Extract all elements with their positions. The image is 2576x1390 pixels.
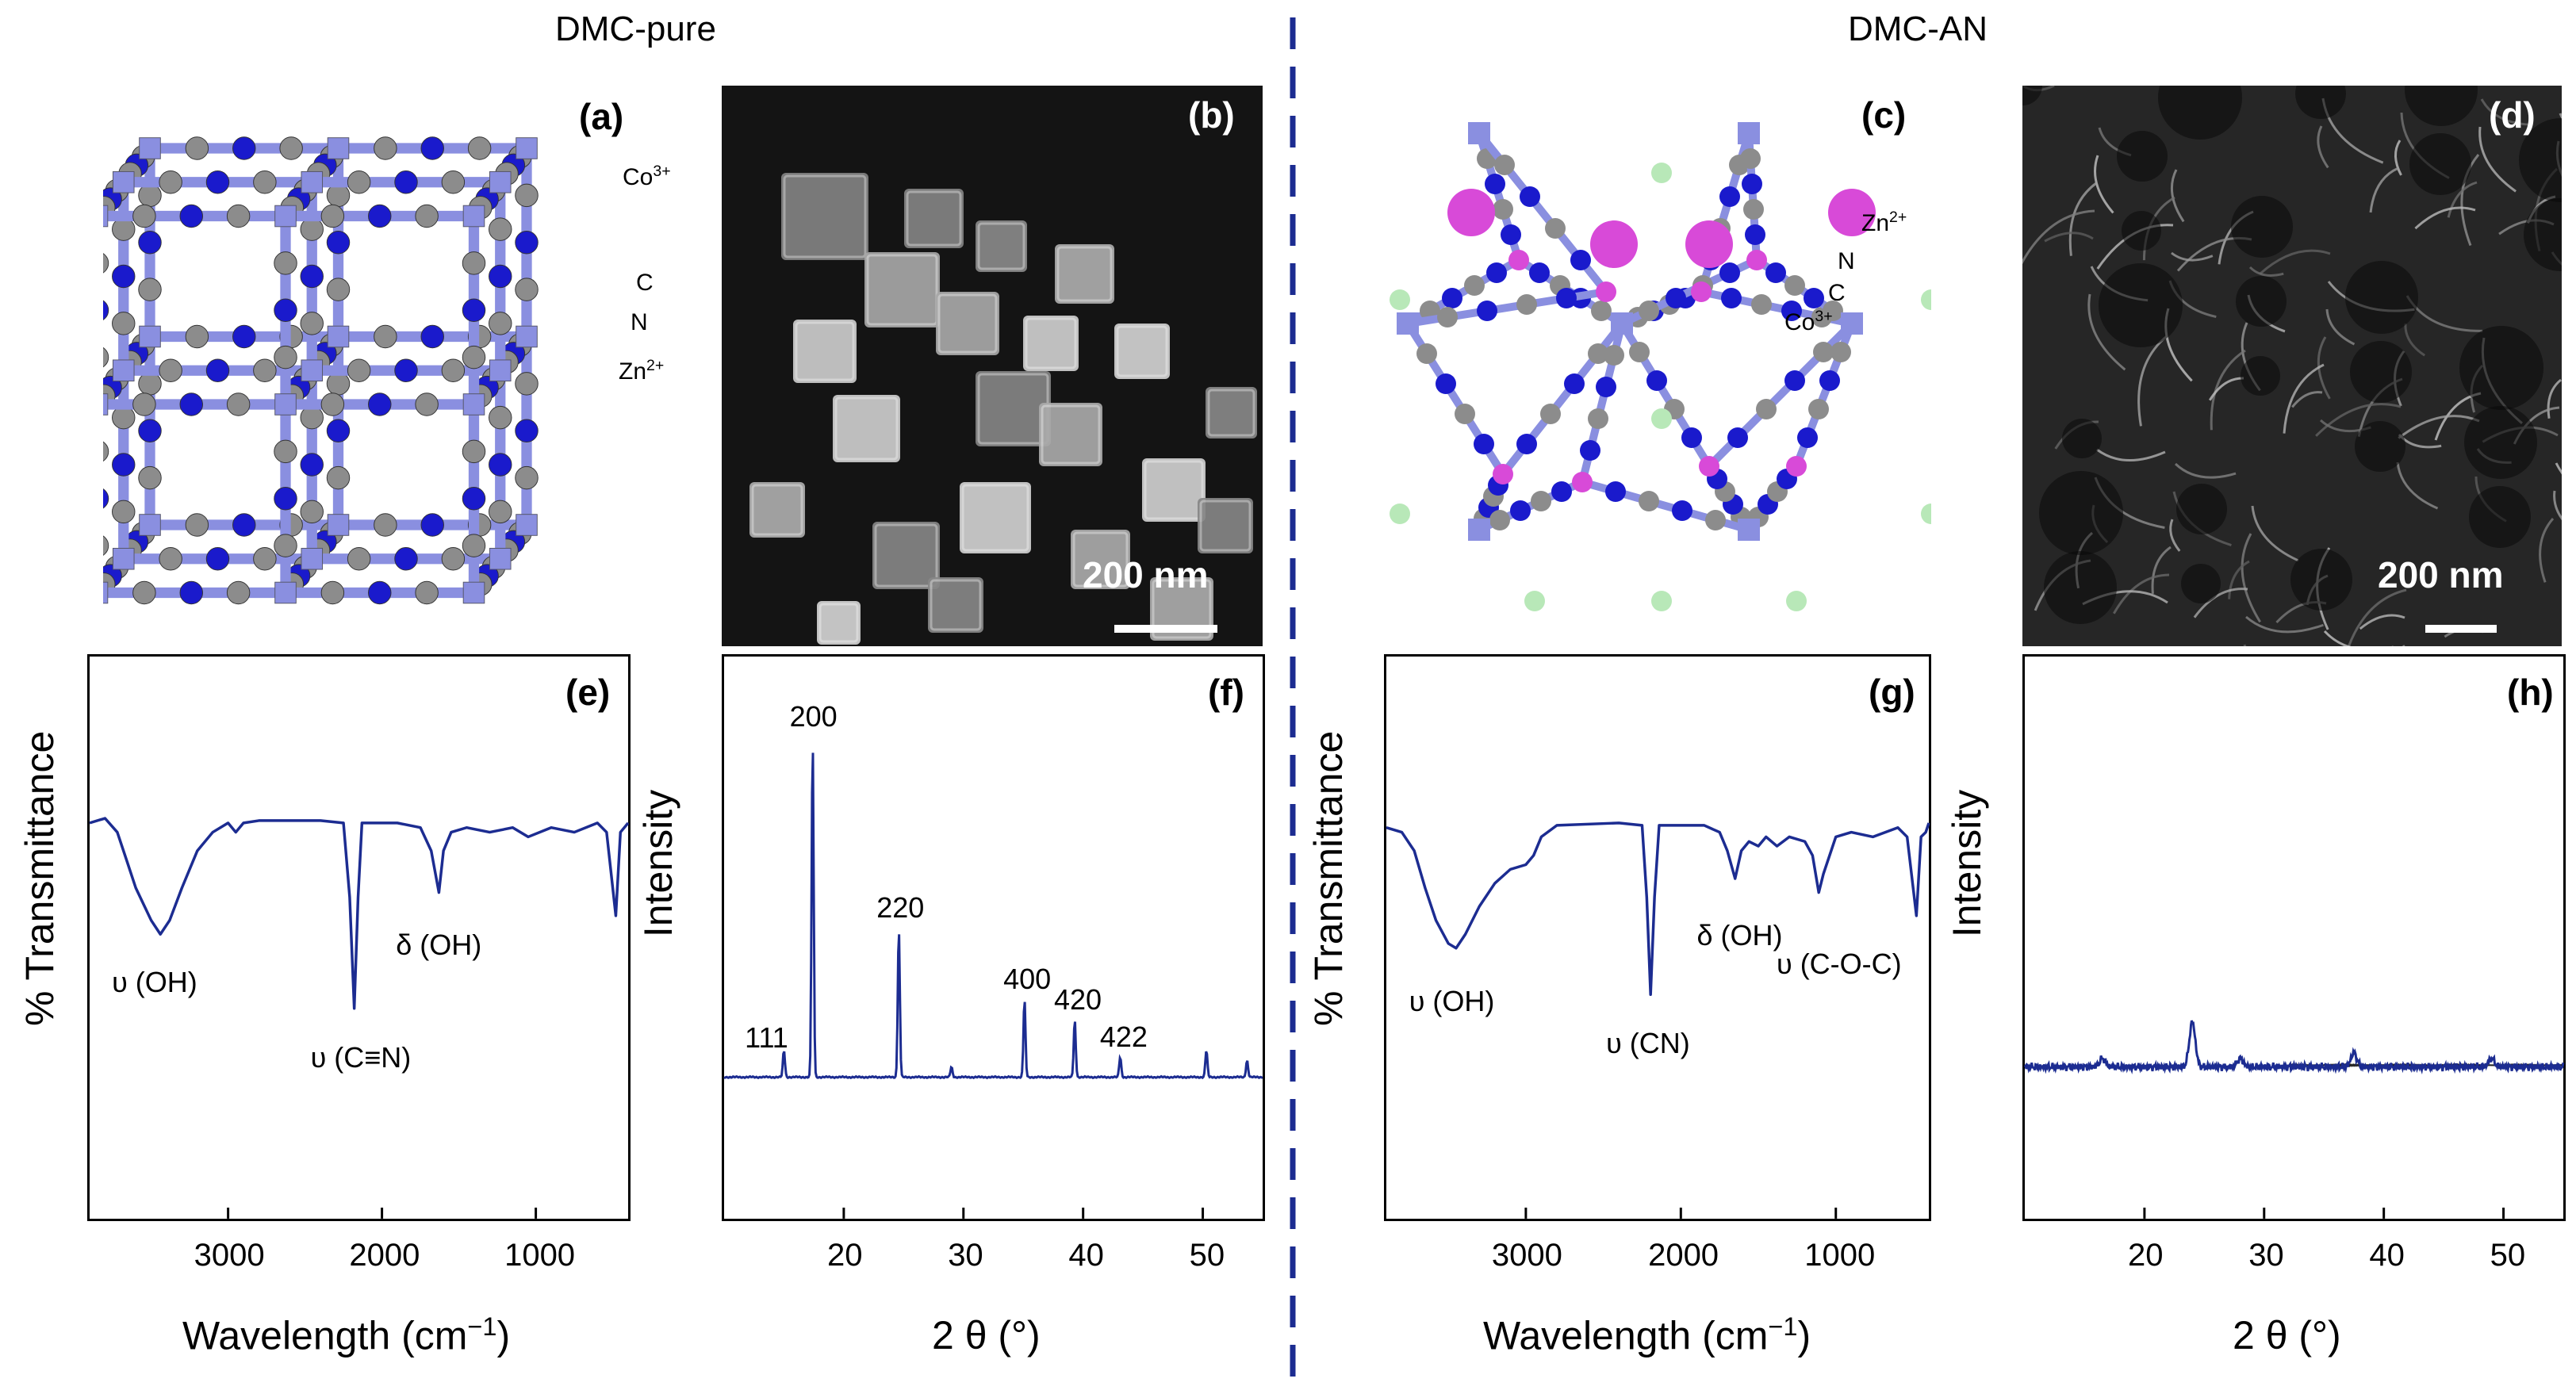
chart-h-svg bbox=[2023, 1020, 2565, 1219]
chart-g-svg bbox=[1386, 821, 1930, 1219]
chart-e-svg bbox=[89, 817, 630, 1219]
chart-f-pattern-line bbox=[723, 752, 1263, 1080]
sem-flakes-image bbox=[2022, 86, 2562, 646]
chart-f-peak-label-420: 420 bbox=[1054, 982, 1102, 1016]
chart-g-tick-label-1000: 1000 bbox=[1804, 1238, 1876, 1273]
panel-label-a: (a) bbox=[579, 96, 624, 137]
chart-g-annotation-0: υ (OH) bbox=[1409, 985, 1495, 1017]
atom-label-zn: Zn2+ bbox=[619, 357, 665, 385]
panel-label-g: (g) bbox=[1869, 672, 1915, 713]
chart-e-tick-label-1000: 1000 bbox=[504, 1238, 576, 1273]
chart-e-annotation-2: δ (OH) bbox=[396, 929, 482, 962]
atom-label-c-c: C bbox=[1828, 280, 1846, 306]
chart-e-tick-label-3000: 3000 bbox=[194, 1238, 265, 1273]
panel-label-c: (c) bbox=[1861, 94, 1907, 136]
atom-label-co-c: Co3+ bbox=[1784, 308, 1833, 335]
sem-cubes-image bbox=[749, 173, 1257, 645]
panel-label-h: (h) bbox=[2507, 672, 2554, 713]
panel-label-d: (d) bbox=[2489, 94, 2536, 136]
chart-f-peak-label-422: 422 bbox=[1099, 1020, 1148, 1054]
dmc-pure-lattice-model bbox=[85, 136, 539, 605]
chart-g-series-line bbox=[1386, 821, 1930, 997]
panel-a-structure: (a) Co3+ C N Zn2+ bbox=[85, 87, 671, 650]
chart-g-annotation-1: υ (CN) bbox=[1606, 1027, 1690, 1060]
scale-bar-label-d: 200 nm bbox=[2378, 554, 2504, 595]
xlabel-f: 2 θ (°) bbox=[932, 1313, 1041, 1357]
ylabel-g: % Transmittance bbox=[1306, 730, 1351, 1026]
chart-g-annotation-2: δ (OH) bbox=[1696, 919, 1783, 952]
chart-f-peak-label-111: 111 bbox=[745, 1021, 788, 1054]
chart-e-ftir: (e) υ (OH) υ (C≡N) δ (OH) 3000 2000 1000 bbox=[87, 654, 631, 1273]
panel-label-b: (b) bbox=[1188, 94, 1235, 136]
chart-f-tick-label-30: 30 bbox=[948, 1238, 983, 1273]
atom-label-c: C bbox=[636, 270, 654, 296]
chart-g-tick-label-3000: 3000 bbox=[1491, 1238, 1562, 1273]
chart-h-pattern-line bbox=[2023, 1020, 2565, 1074]
ylabel-e: % Transmittance bbox=[17, 730, 62, 1026]
chart-e-series-line bbox=[89, 817, 630, 1010]
xlabel-e: Wavelength (cm−1) bbox=[182, 1312, 511, 1358]
scale-bar-label-b: 200 nm bbox=[1083, 554, 1209, 595]
atom-label-n: N bbox=[631, 309, 648, 335]
scale-bar-d bbox=[2425, 625, 2497, 633]
chart-h-tick-label-20: 20 bbox=[2127, 1238, 2164, 1273]
panel-c-structure: (c) Zn2+ N C Co3+ bbox=[1384, 86, 1931, 646]
atom-label-co: Co3+ bbox=[623, 163, 671, 190]
panel-label-e: (e) bbox=[565, 672, 611, 713]
xlabel-h: 2 θ (°) bbox=[2233, 1313, 2341, 1357]
chart-e-annotation-0: υ (OH) bbox=[112, 966, 197, 999]
chart-f-xrd: (f) 111 200 220 400 420 422 20 30 40 50 bbox=[722, 654, 1265, 1273]
section-divider bbox=[1290, 17, 1296, 1380]
header-dmc-an: DMC-AN bbox=[1848, 10, 1988, 48]
chart-g-ftir: (g) υ (OH) υ (CN) δ (OH) υ (C-O-C) 3000 2000 1… bbox=[1384, 654, 1931, 1273]
chart-f-peak-label-200: 200 bbox=[789, 700, 838, 733]
chart-f-tick-label-50: 50 bbox=[1189, 1238, 1225, 1273]
xlabel-g: Wavelength (cm−1) bbox=[1483, 1312, 1811, 1358]
chart-f-peak-label-400: 400 bbox=[1003, 963, 1052, 996]
scale-bar-b bbox=[1114, 625, 1217, 633]
chart-f-tick-label-20: 20 bbox=[826, 1238, 863, 1273]
panel-label-f: (f) bbox=[1208, 672, 1244, 713]
chart-g-tick-label-2000: 2000 bbox=[1648, 1238, 1719, 1273]
atom-label-n-c: N bbox=[1838, 248, 1855, 274]
chart-h-xrd: (h) 20 30 40 50 bbox=[2022, 654, 2566, 1273]
panel-d-sem-image: (d) 200 nm bbox=[2022, 86, 2562, 646]
ylabel-f: Intensity bbox=[636, 789, 680, 938]
chart-h-tick-label-30: 30 bbox=[2248, 1238, 2284, 1273]
header-dmc-pure: DMC-pure bbox=[555, 10, 716, 48]
atom-label-zn-c: Zn2+ bbox=[1861, 209, 1907, 236]
dmc-an-framework-model bbox=[1390, 122, 1931, 611]
chart-h-tick-label-40: 40 bbox=[2369, 1238, 2405, 1273]
chart-e-tick-label-2000: 2000 bbox=[349, 1238, 420, 1273]
chart-e-annotation-1: υ (C≡N) bbox=[310, 1040, 412, 1074]
chart-f-svg bbox=[723, 752, 1263, 1219]
chart-g-annotation-3: υ (C-O-C) bbox=[1777, 947, 1902, 980]
ylabel-h: Intensity bbox=[1945, 789, 1989, 938]
chart-h-tick-label-50: 50 bbox=[2490, 1238, 2526, 1273]
chart-f-tick-label-40: 40 bbox=[1068, 1238, 1104, 1273]
chart-f-peak-label-220: 220 bbox=[876, 890, 925, 924]
panel-b-sem-image: (b) 200 nm bbox=[722, 86, 1263, 646]
